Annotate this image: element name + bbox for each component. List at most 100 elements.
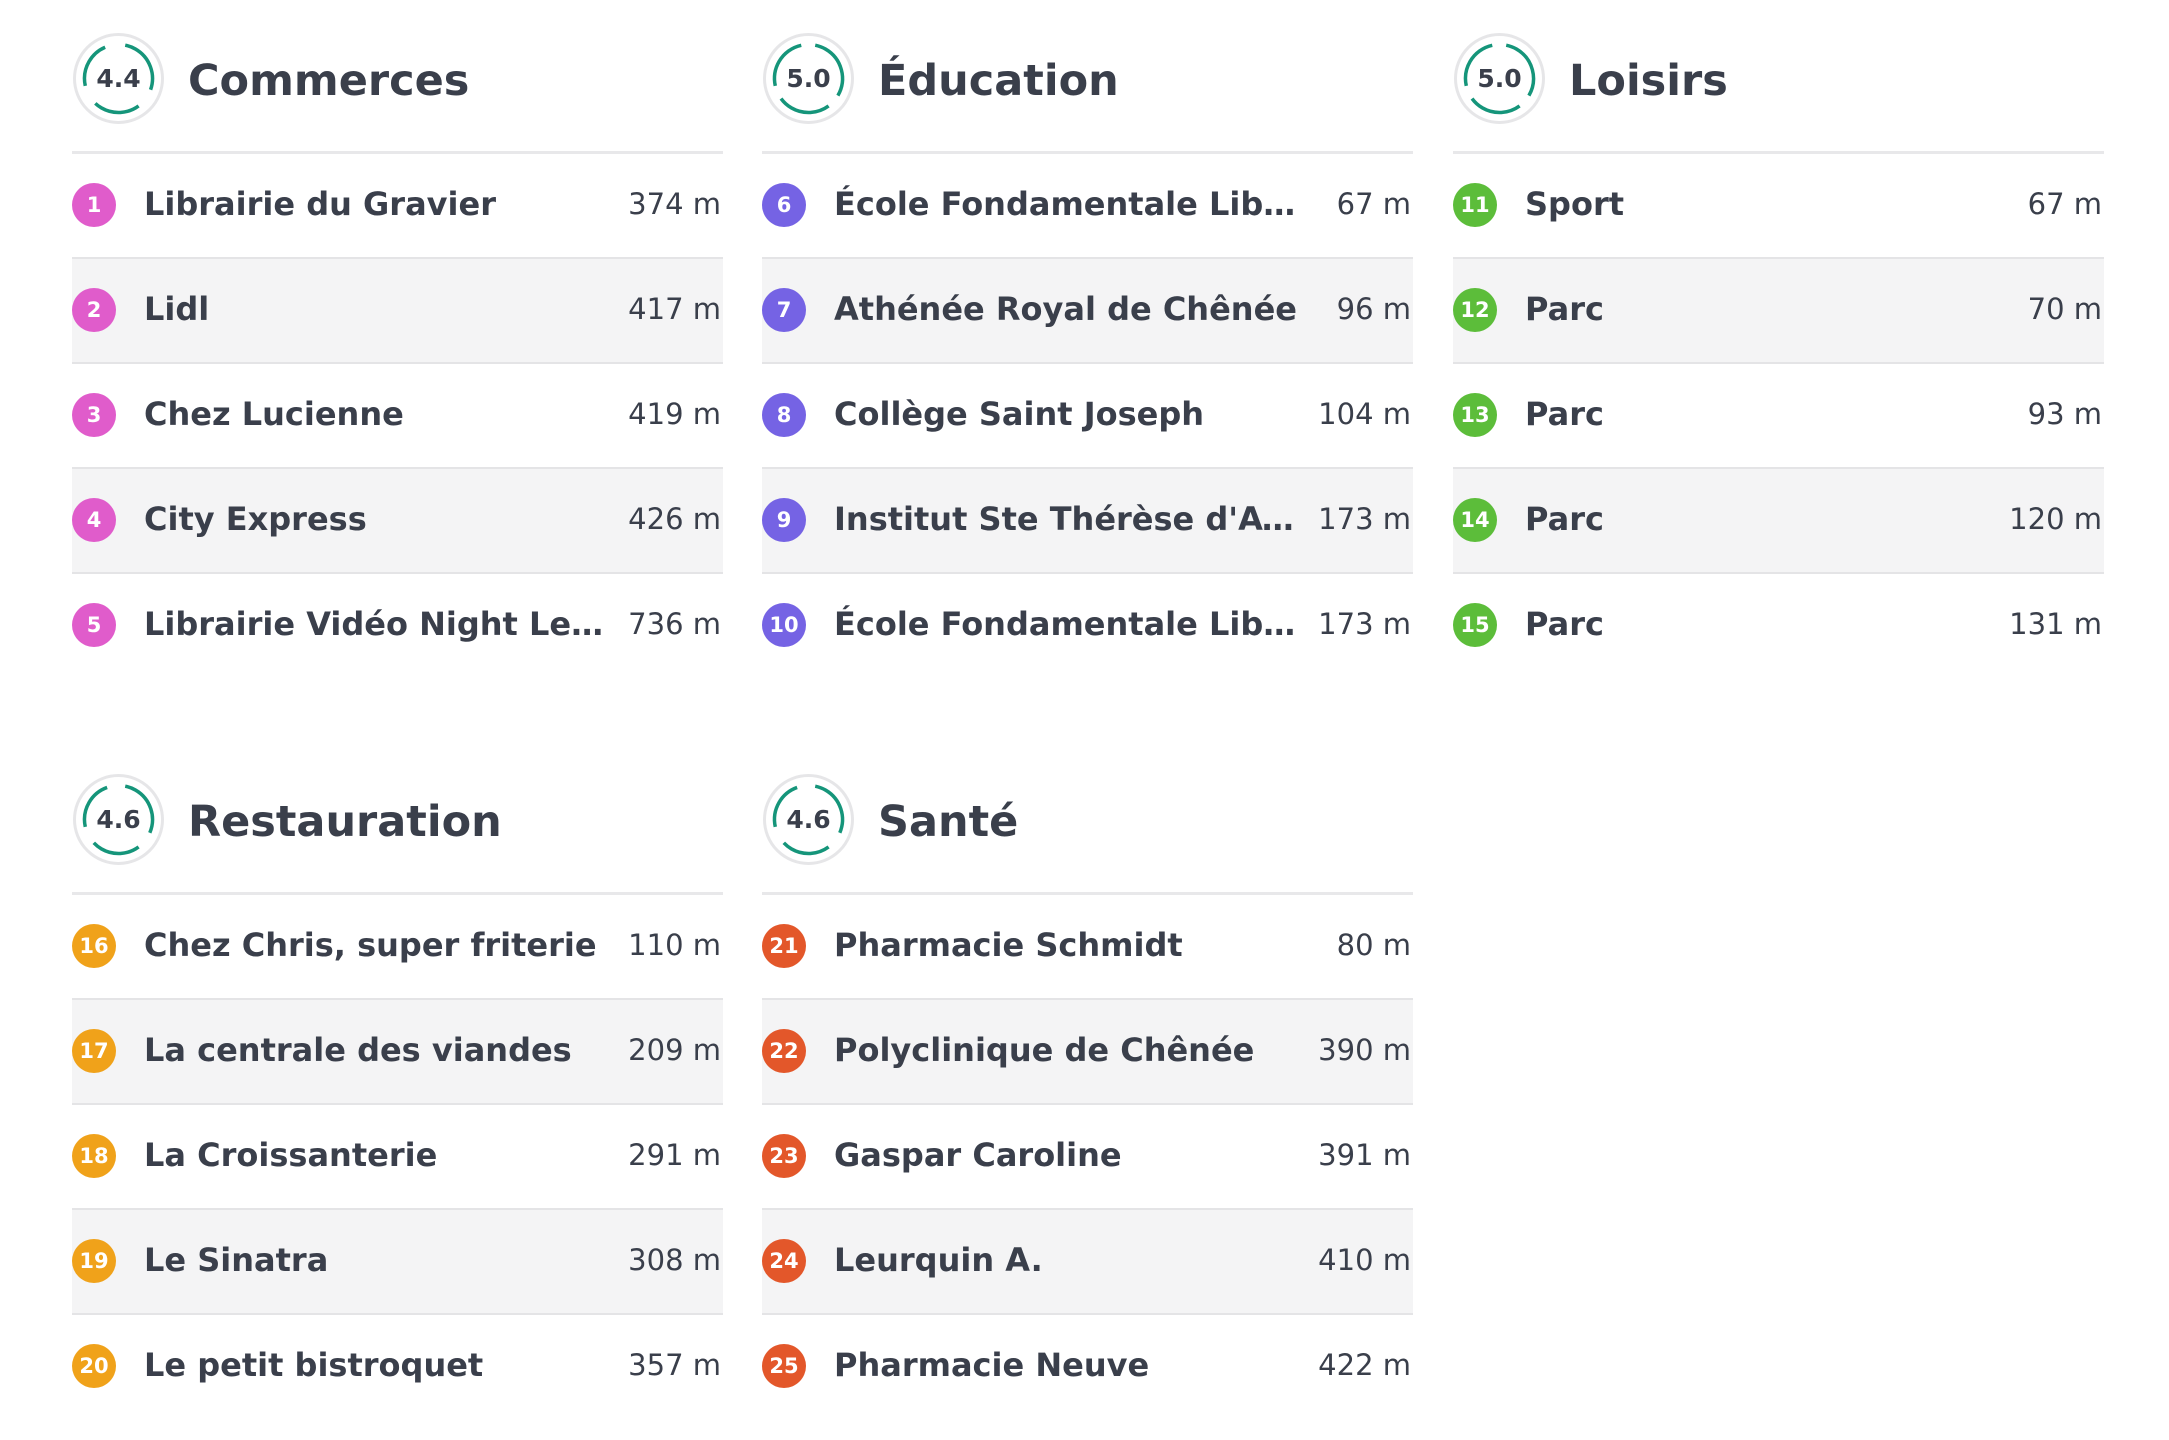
place-row[interactable]: 11 Sport 67 m (1453, 154, 2104, 259)
place-row[interactable]: 24 Leurquin A. 410 m (762, 1210, 1413, 1315)
category-title: Commerces (188, 56, 470, 106)
place-distance: 374 m (628, 187, 721, 221)
score-ring-progress (772, 42, 845, 115)
place-row[interactable]: 7 Athénée Royal de Chênée 96 m (762, 259, 1413, 364)
place-distance: 67 m (1336, 187, 1411, 221)
score-value: 4.6 (96, 805, 141, 834)
place-row[interactable]: 19 Le Sinatra 308 m (72, 1210, 723, 1315)
place-number-badge: 15 (1453, 603, 1497, 647)
score-value: 5.0 (1477, 64, 1522, 93)
place-row[interactable]: 18 La Croissanterie 291 m (72, 1105, 723, 1210)
place-row[interactable]: 13 Parc 93 m (1453, 364, 2104, 469)
category-header: 5.0 Loisirs (1453, 0, 2104, 154)
category-section-restauration: 4.6 Restauration 16 Chez Chris, super frite… (72, 741, 723, 1420)
score-ring: 4.6 (72, 773, 165, 866)
place-name: Chez Lucienne (144, 395, 404, 433)
place-number-badge: 23 (762, 1134, 806, 1178)
place-row[interactable]: 17 La centrale des viandes 209 m (72, 1000, 723, 1105)
place-row[interactable]: 15 Parc 131 m (1453, 574, 2104, 679)
place-number-badge: 13 (1453, 393, 1497, 437)
place-name: Le Sinatra (144, 1241, 329, 1279)
place-name: Polyclinique de Chênée (834, 1031, 1255, 1069)
place-number-badge: 10 (762, 603, 806, 647)
place-number-badge: 14 (1453, 498, 1497, 542)
place-row[interactable]: 21 Pharmacie Schmidt 80 m (762, 895, 1413, 1000)
place-row[interactable]: 16 Chez Chris, super friterie 110 m (72, 895, 723, 1000)
place-name: Librairie du Gravier (144, 185, 496, 223)
place-number-badge: 19 (72, 1239, 116, 1283)
place-number-badge: 1 (72, 183, 116, 227)
score-value: 5.0 (786, 64, 831, 93)
place-row[interactable]: 22 Polyclinique de Chênée 390 m (762, 1000, 1413, 1105)
place-row[interactable]: 1 Librairie du Gravier 374 m (72, 154, 723, 259)
place-name: Institut Ste Thérèse d'Avila (834, 500, 1304, 538)
score-ring: 5.0 (1453, 32, 1546, 125)
place-name: La Croissanterie (144, 1136, 438, 1174)
place-row[interactable]: 5 Librairie Vidéo Night Lespa... 736 m (72, 574, 723, 679)
place-number-badge: 11 (1453, 183, 1497, 227)
score-ring: 5.0 (762, 32, 855, 125)
place-number-badge: 17 (72, 1029, 116, 1073)
place-row[interactable]: 2 Lidl 417 m (72, 259, 723, 364)
place-number-badge: 22 (762, 1029, 806, 1073)
place-name: Le petit bistroquet (144, 1346, 484, 1384)
place-name: Pharmacie Schmidt (834, 926, 1183, 964)
place-row[interactable]: 23 Gaspar Caroline 391 m (762, 1105, 1413, 1210)
place-row[interactable]: 14 Parc 120 m (1453, 469, 2104, 574)
place-row[interactable]: 12 Parc 70 m (1453, 259, 2104, 364)
place-row[interactable]: 4 City Express 426 m (72, 469, 723, 574)
place-distance: 96 m (1336, 292, 1411, 326)
category-section-education: 5.0 Éducation 6 École Fondamentale Libre D.… (762, 0, 1413, 679)
place-distance: 80 m (1336, 928, 1411, 962)
category-title: Restauration (188, 797, 502, 847)
place-name: Gaspar Caroline (834, 1136, 1122, 1174)
place-row[interactable]: 10 École Fondamentale Libre d... 173 m (762, 574, 1413, 679)
place-number-badge: 5 (72, 603, 116, 647)
place-distance: 67 m (2027, 187, 2102, 221)
place-name: Pharmacie Neuve (834, 1346, 1150, 1384)
score-ring-graphic (1454, 33, 1545, 124)
score-ring: 4.6 (762, 773, 855, 866)
place-row[interactable]: 6 École Fondamentale Libre D... 67 m (762, 154, 1413, 259)
place-distance: 390 m (1318, 1033, 1411, 1067)
place-distance: 426 m (628, 502, 721, 536)
place-number-badge: 24 (762, 1239, 806, 1283)
place-name: Parc (1525, 395, 1604, 433)
category-title: Santé (878, 797, 1019, 847)
place-number-badge: 21 (762, 924, 806, 968)
place-number-badge: 25 (762, 1344, 806, 1388)
place-distance: 417 m (628, 292, 721, 326)
score-ring: 4.4 (72, 32, 165, 125)
place-row[interactable]: 3 Chez Lucienne 419 m (72, 364, 723, 469)
category-title: Éducation (878, 56, 1119, 106)
place-row[interactable]: 20 Le petit bistroquet 357 m (72, 1315, 723, 1420)
place-distance: 110 m (628, 928, 721, 962)
score-ring-graphic (73, 33, 164, 124)
place-distance: 173 m (1318, 502, 1411, 536)
category-title: Loisirs (1569, 56, 1728, 106)
place-distance: 410 m (1318, 1243, 1411, 1277)
place-distance: 291 m (628, 1138, 721, 1172)
place-distance: 173 m (1318, 607, 1411, 641)
score-ring-progress (82, 783, 155, 856)
place-row[interactable]: 8 Collège Saint Joseph 104 m (762, 364, 1413, 469)
place-name: City Express (144, 500, 367, 538)
place-distance: 104 m (1318, 397, 1411, 431)
category-header: 4.6 Santé (762, 741, 1413, 895)
place-number-badge: 6 (762, 183, 806, 227)
category-header: 5.0 Éducation (762, 0, 1413, 154)
place-name: Parc (1525, 500, 1604, 538)
place-distance: 209 m (628, 1033, 721, 1067)
category-section-sante: 4.6 Santé 21 Pharmacie Schmidt 80 m 22 Polycli… (762, 741, 1413, 1420)
score-ring-graphic (73, 774, 164, 865)
score-ring-graphic (763, 33, 854, 124)
place-number-badge: 7 (762, 288, 806, 332)
place-row[interactable]: 9 Institut Ste Thérèse d'Avila 173 m (762, 469, 1413, 574)
category-header: 4.4 Commerces (72, 0, 723, 154)
place-name: Leurquin A. (834, 1241, 1043, 1279)
place-name: Athénée Royal de Chênée (834, 290, 1297, 328)
place-name: Librairie Vidéo Night Lespa... (144, 605, 614, 643)
place-name: Collège Saint Joseph (834, 395, 1205, 433)
place-row[interactable]: 25 Pharmacie Neuve 422 m (762, 1315, 1413, 1420)
